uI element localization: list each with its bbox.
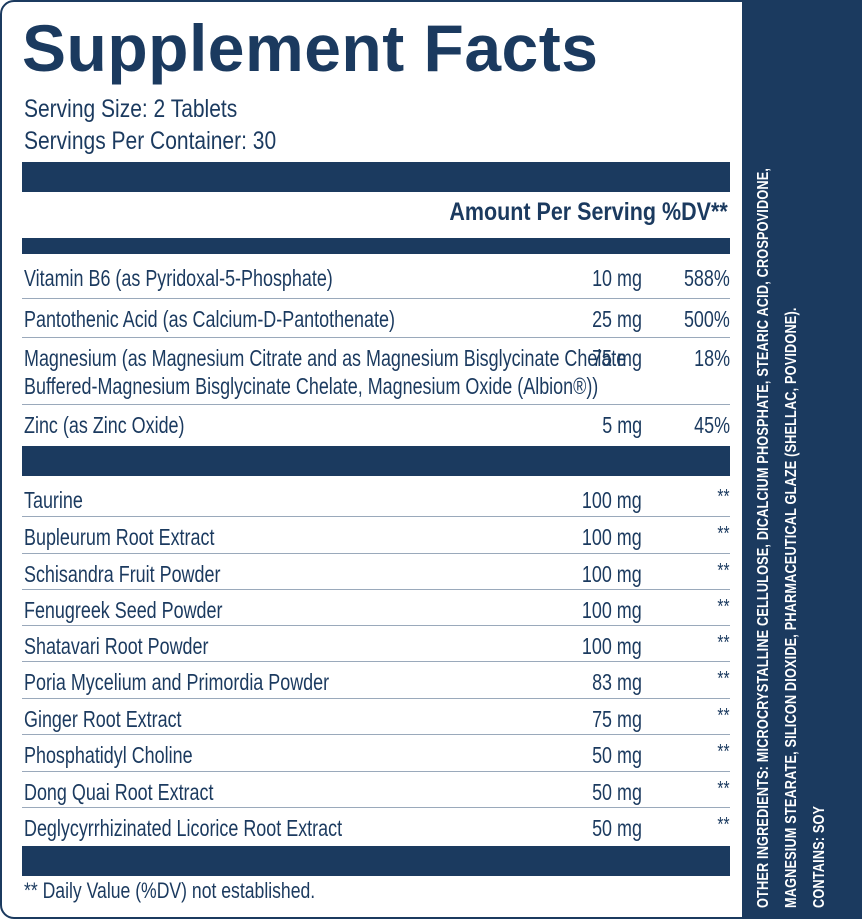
panel-title: Supplement Facts <box>22 11 599 85</box>
thick-divider-top <box>22 162 730 192</box>
servings-per-container: Servings Per Container: 30 <box>24 127 277 155</box>
ingredient-name: Bupleurum Root Extract <box>24 524 215 550</box>
ingredient-dv: ** <box>717 668 730 690</box>
ingredient-row: Dong Quai Root Extract 50 mg ** <box>22 772 730 808</box>
nutrient-dv: 18% <box>694 345 730 371</box>
ingredient-amount: 100 mg <box>582 597 642 623</box>
ingredient-name: Dong Quai Root Extract <box>24 779 214 805</box>
ingredient-row: Poria Mycelium and Primordia Powder 83 m… <box>22 662 730 699</box>
ingredient-row: Fenugreek Seed Powder 100 mg ** <box>22 590 730 626</box>
ingredient-row: Taurine 100 mg ** <box>22 480 730 517</box>
ingredient-amount: 75 mg <box>592 706 642 732</box>
nutrient-amount: 25 mg <box>592 306 642 332</box>
other-ingredients-line1: OTHER INGREDIENTS: MICROCRYSTALLINE CELL… <box>755 167 772 908</box>
ingredient-dv: ** <box>717 632 730 654</box>
ingredient-name: Taurine <box>24 487 83 513</box>
nutrient-name: Zinc (as Zinc Oxide) <box>24 412 185 438</box>
nutrient-dv: 588% <box>684 265 730 291</box>
ingredient-dv: ** <box>717 778 730 800</box>
ingredient-row: Bupleurum Root Extract 100 mg ** <box>22 517 730 554</box>
ingredient-amount: 50 mg <box>592 815 642 841</box>
ingredient-name: Poria Mycelium and Primordia Powder <box>24 669 330 695</box>
ingredient-name: Shatavari Root Powder <box>24 633 209 659</box>
ingredient-amount: 100 mg <box>582 561 642 587</box>
ingredient-row: Shatavari Root Powder 100 mg ** <box>22 626 730 662</box>
ingredient-amount: 100 mg <box>582 633 642 659</box>
nutrient-dv: 45% <box>694 412 730 438</box>
ingredient-dv: ** <box>717 523 730 545</box>
nutrient-row: Vitamin B6 (as Pyridoxal-5-Phosphate) 10… <box>22 258 730 299</box>
ingredient-dv: ** <box>717 596 730 618</box>
ingredient-dv: ** <box>717 560 730 582</box>
amount-per-serving-header: Amount Per Serving %DV** <box>449 198 728 226</box>
daily-value-footnote: ** Daily Value (%DV) not established. <box>24 878 316 903</box>
nutrient-amount: 10 mg <box>592 265 642 291</box>
ingredient-amount: 50 mg <box>592 742 642 768</box>
ingredient-name: Deglycyrrhizinated Licorice Root Extract <box>24 815 343 841</box>
nutrient-name: Pantothenic Acid (as Calcium-D-Pantothen… <box>24 306 395 332</box>
ingredient-row: Deglycyrrhizinated Licorice Root Extract… <box>22 808 730 844</box>
ingredient-dv: ** <box>717 741 730 763</box>
ingredient-dv: ** <box>717 814 730 836</box>
allergen-contains: CONTAINS: SOY <box>811 805 828 908</box>
other-ingredients-text: OTHER INGREDIENTS: MICROCRYSTALLINE CELL… <box>750 8 834 908</box>
ingredient-row: Schisandra Fruit Powder 100 mg ** <box>22 554 730 590</box>
nutrient-name: Vitamin B6 (as Pyridoxal-5-Phosphate) <box>24 265 333 291</box>
nutrient-dv: 500% <box>684 306 730 332</box>
thick-divider-bottom <box>22 846 730 876</box>
other-ingredients-line2: MAGNESIUM STEARATE, SILICON DIOXIDE, PHA… <box>783 307 800 908</box>
nutrient-row: Zinc (as Zinc Oxide) 5 mg 45% <box>22 405 730 445</box>
nutrient-name-line2: Buffered-Magnesium Bisglycinate Chelate,… <box>24 373 599 399</box>
nutrient-amount: 5 mg <box>602 412 642 438</box>
ingredient-dv: ** <box>717 705 730 727</box>
nutrient-amount: 75 mg <box>592 345 642 371</box>
ingredient-name: Fenugreek Seed Powder <box>24 597 223 623</box>
nutrient-row: Pantothenic Acid (as Calcium-D-Pantothen… <box>22 299 730 338</box>
ingredient-dv: ** <box>717 486 730 508</box>
ingredient-amount: 100 mg <box>582 487 642 513</box>
ingredient-amount: 100 mg <box>582 524 642 550</box>
divider-vitamins <box>22 238 730 254</box>
ingredient-row: Ginger Root Extract 75 mg ** <box>22 699 730 735</box>
ingredient-amount: 83 mg <box>592 669 642 695</box>
ingredient-row: Phosphatidyl Choline 50 mg ** <box>22 735 730 772</box>
divider-botanicals <box>22 446 730 476</box>
nutrient-row: Magnesium (as Magnesium Citrate and as M… <box>22 338 730 405</box>
ingredient-name: Schisandra Fruit Powder <box>24 561 221 587</box>
ingredient-amount: 50 mg <box>592 779 642 805</box>
ingredient-name: Phosphatidyl Choline <box>24 742 193 768</box>
serving-size: Serving Size: 2 Tablets <box>24 95 238 123</box>
other-ingredients-panel: OTHER INGREDIENTS: MICROCRYSTALLINE CELL… <box>742 0 862 919</box>
ingredient-name: Ginger Root Extract <box>24 706 182 732</box>
nutrient-name: Magnesium (as Magnesium Citrate and as M… <box>24 345 627 371</box>
